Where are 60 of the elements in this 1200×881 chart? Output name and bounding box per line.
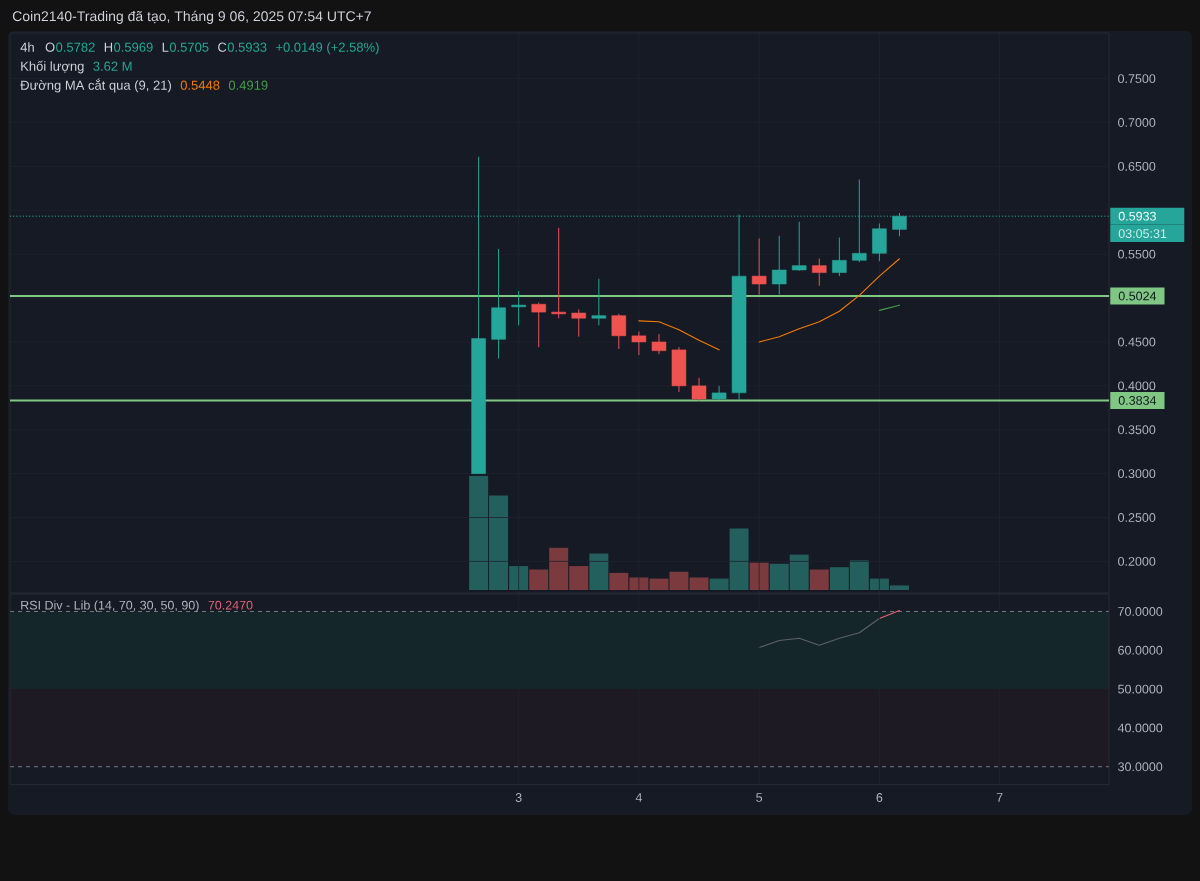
annotation: 0.4919 (228, 80, 268, 90)
candlestick (611, 313, 627, 350)
annotation: Khối lượng (21, 60, 84, 74)
y-tick-label: 0.4000 (1118, 381, 1156, 391)
y-tick-label: 0.3000 (1118, 469, 1156, 479)
candlestick (791, 221, 807, 272)
text: Coin2140-Trading đã tạo, Tháng 9 06, 2025 07:54 UTC+7 (12, 10, 371, 24)
y-tick-label: 0.4500 (1118, 337, 1156, 347)
annotation: O (45, 42, 55, 52)
annotation: H (104, 42, 113, 52)
ref-line-label: 0.5933 (1118, 211, 1156, 221)
annotation: +0.0149 (+2.58%) (276, 42, 379, 55)
annotation: 0.5448 (180, 80, 220, 90)
annotation: L (162, 42, 169, 52)
annotation: 0.5705 (169, 42, 209, 52)
y-tick-label: 0.2500 (1118, 513, 1156, 522)
annotation: 0.5933 (227, 42, 267, 52)
candlestick (751, 237, 767, 296)
candlestick (812, 258, 827, 287)
annotation: RSI Div - Lib (14, 70, 30, 50, 90) (21, 600, 199, 613)
annotation: 0.5782 (56, 42, 95, 52)
bar (689, 577, 709, 590)
y-tick-label: 0.7500 (1118, 74, 1156, 84)
text: 03:05:31 (1118, 229, 1167, 239)
annotation: C (218, 42, 227, 52)
annotation: 0.5969 (114, 42, 153, 52)
y-tick-label: 60.0000 (1118, 645, 1163, 655)
annotation: 70.2470 (208, 600, 253, 610)
ref-line-label: 0.3834 (1118, 395, 1157, 405)
y-tick-label: 30.0000 (1118, 762, 1163, 772)
candlestick (691, 377, 707, 402)
candlestick (631, 330, 647, 356)
candlestick (531, 301, 546, 348)
ref-line-label: 0.5024 (1118, 291, 1157, 301)
y-tick-label: 50.0000 (1118, 684, 1163, 694)
annotation: 3.62 M (93, 61, 132, 71)
bar (589, 553, 609, 590)
y-tick-label: 0.5500 (1118, 249, 1156, 259)
x-tick-label: 3 (515, 793, 522, 802)
candlestick (571, 308, 587, 338)
y-tick-label: 70.0000 (1118, 607, 1163, 616)
candlestick (591, 278, 607, 326)
x-tick-label: 5 (756, 793, 763, 802)
candlestick (511, 290, 526, 326)
y-tick-label: 0.7000 (1118, 118, 1156, 127)
line-series (758, 617, 880, 649)
candlestick (832, 237, 847, 277)
candlestick (771, 235, 787, 296)
bar (809, 569, 829, 590)
x-tick-label: 6 (876, 793, 883, 802)
y-tick-label: 40.0000 (1117, 723, 1163, 733)
x-tick-label: 7 (996, 793, 1003, 802)
annotation: Đường MA cắt qua (9, 21) (20, 78, 171, 93)
y-tick-label: 0.6500 (1118, 161, 1156, 171)
annotation: 4h (20, 42, 34, 52)
y-tick-label: 0.3500 (1118, 425, 1156, 435)
candlestick (651, 333, 667, 355)
x-tick-label: 4 (635, 793, 642, 802)
candlestick (551, 227, 566, 319)
y-tick-label: 0.2000 (1118, 556, 1156, 566)
